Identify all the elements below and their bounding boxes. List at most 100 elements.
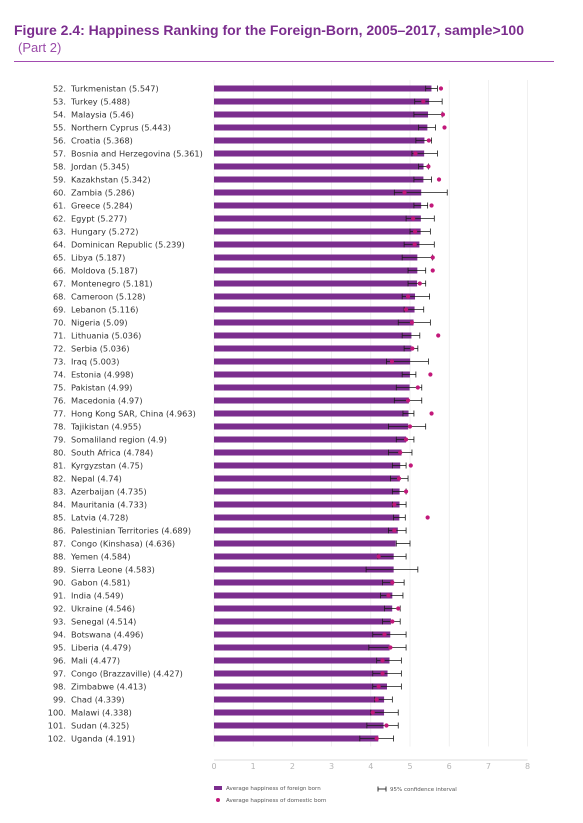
domestic-dot [403, 489, 409, 494]
bar [214, 722, 384, 729]
bar [214, 345, 412, 352]
country-label: Mauritania (4.733) [71, 500, 147, 510]
rank-label: 63. [53, 227, 66, 237]
chart-bars [214, 85, 448, 742]
rank-label: 92. [53, 604, 66, 614]
country-label: Hungary (5.272) [71, 227, 138, 237]
bar [214, 98, 430, 105]
domestic-dot [398, 450, 403, 455]
bar [214, 111, 429, 118]
bar [214, 735, 379, 742]
country-label: Egypt (5.277) [71, 214, 127, 224]
bar [214, 176, 424, 183]
rank-label: 82. [53, 474, 66, 484]
country-label: Sudan (4.325) [71, 721, 129, 731]
rank-label: 87. [53, 539, 66, 549]
bar [214, 605, 393, 612]
rank-label: 73. [53, 357, 66, 367]
country-label: Croatia (5.368) [71, 136, 133, 146]
country-label: Dominican Republic (5.239) [71, 240, 185, 250]
x-tick-label: 7 [486, 762, 491, 771]
rank-label: 77. [53, 409, 66, 419]
bar [214, 202, 422, 209]
domestic-dot [415, 385, 420, 390]
rank-label: 102. [48, 734, 66, 744]
domestic-dot [374, 736, 379, 741]
rank-label: 96. [53, 656, 66, 666]
rank-label: 89. [53, 565, 66, 575]
rank-label: 83. [53, 487, 66, 497]
domestic-dot [412, 229, 418, 234]
bar [214, 319, 414, 326]
domestic-dot [430, 268, 435, 273]
domestic-dot [436, 333, 441, 338]
title-divider [14, 61, 554, 62]
bar [214, 644, 390, 651]
bar [214, 696, 385, 703]
country-label: Northern Cyprus (5.443) [71, 123, 171, 133]
bar [214, 436, 407, 443]
rank-label: 90. [53, 578, 66, 588]
domestic-dot [426, 138, 431, 143]
bar [214, 618, 391, 625]
x-tick-label: 1 [251, 762, 256, 771]
country-label: Malaysia (5.46) [71, 110, 134, 120]
country-label: Latvia (4.728) [71, 513, 128, 523]
country-label: Azerbaijan (4.735) [71, 487, 147, 497]
domestic-dot [405, 294, 411, 299]
bar [214, 475, 400, 482]
bar [214, 501, 400, 508]
domestic-dot [405, 398, 411, 403]
domestic-dot [436, 177, 442, 182]
bar [214, 332, 412, 339]
bar [214, 280, 418, 287]
rank-label: 97. [53, 669, 66, 679]
country-label: Lithuania (5.036) [71, 331, 141, 341]
country-label: Turkmenistan (5.547) [70, 84, 159, 94]
country-label: Mali (4.477) [71, 656, 120, 666]
country-label: India (4.549) [71, 591, 124, 601]
domestic-dot [442, 125, 447, 130]
rank-label: 91. [53, 591, 66, 601]
rank-label: 58. [53, 162, 66, 172]
rank-label: 70. [53, 318, 66, 328]
domestic-dot [407, 424, 413, 429]
country-label: Congo (Kinshasa) (4.636) [71, 539, 175, 549]
rank-label: 84. [53, 500, 66, 510]
bar [214, 267, 418, 274]
rank-label: 52. [53, 84, 66, 94]
bar [214, 709, 385, 716]
x-tick-label: 4 [368, 762, 373, 771]
bar [214, 150, 425, 157]
rank-label: 79. [53, 435, 66, 445]
chart-labels: 52. Turkmenistan (5.547) 53. Turkey (5.488)… [48, 84, 203, 744]
domestic-dot [388, 645, 393, 650]
bar [214, 189, 422, 196]
x-tick-label: 2 [290, 762, 295, 771]
domestic-dot [390, 619, 395, 624]
domestic-dot [374, 697, 379, 702]
rank-label: 74. [53, 370, 66, 380]
rank-label: 85. [53, 513, 66, 523]
domestic-dot [402, 190, 407, 195]
domestic-dot [426, 164, 431, 169]
bar [214, 163, 424, 170]
country-label: Palestinian Territories (4.689) [71, 526, 191, 536]
country-label: Nigeria (5.09) [71, 318, 128, 328]
bar [214, 306, 415, 313]
legend-ci-label: 95% confidence interval [390, 787, 457, 793]
bar [214, 215, 421, 222]
bar [214, 85, 432, 92]
country-label: Botswana (4.496) [71, 630, 143, 640]
domestic-dot [429, 411, 434, 416]
bar [214, 553, 394, 560]
country-label: Somaliland region (4.9) [71, 435, 167, 445]
country-label: Serbia (5.036) [71, 344, 130, 354]
domestic-dot [376, 554, 381, 559]
country-label: Kazakhstan (5.342) [71, 175, 151, 185]
rank-label: 65. [53, 253, 66, 263]
rank-label: 95. [53, 643, 66, 653]
rank-label: 56. [53, 136, 66, 146]
country-label: Zambia (5.286) [71, 188, 135, 198]
rank-label: 88. [53, 552, 66, 562]
